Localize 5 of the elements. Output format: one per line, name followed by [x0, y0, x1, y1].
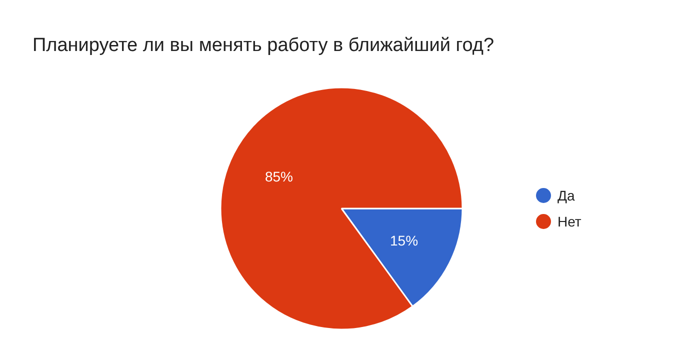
legend-label: Нет	[558, 214, 582, 230]
data-label: 15%	[390, 232, 418, 248]
legend-label: Да	[558, 188, 575, 204]
data-label: 85%	[264, 168, 293, 185]
chart-title: Планируете ли вы менять работу в ближайший год?	[32, 35, 494, 56]
